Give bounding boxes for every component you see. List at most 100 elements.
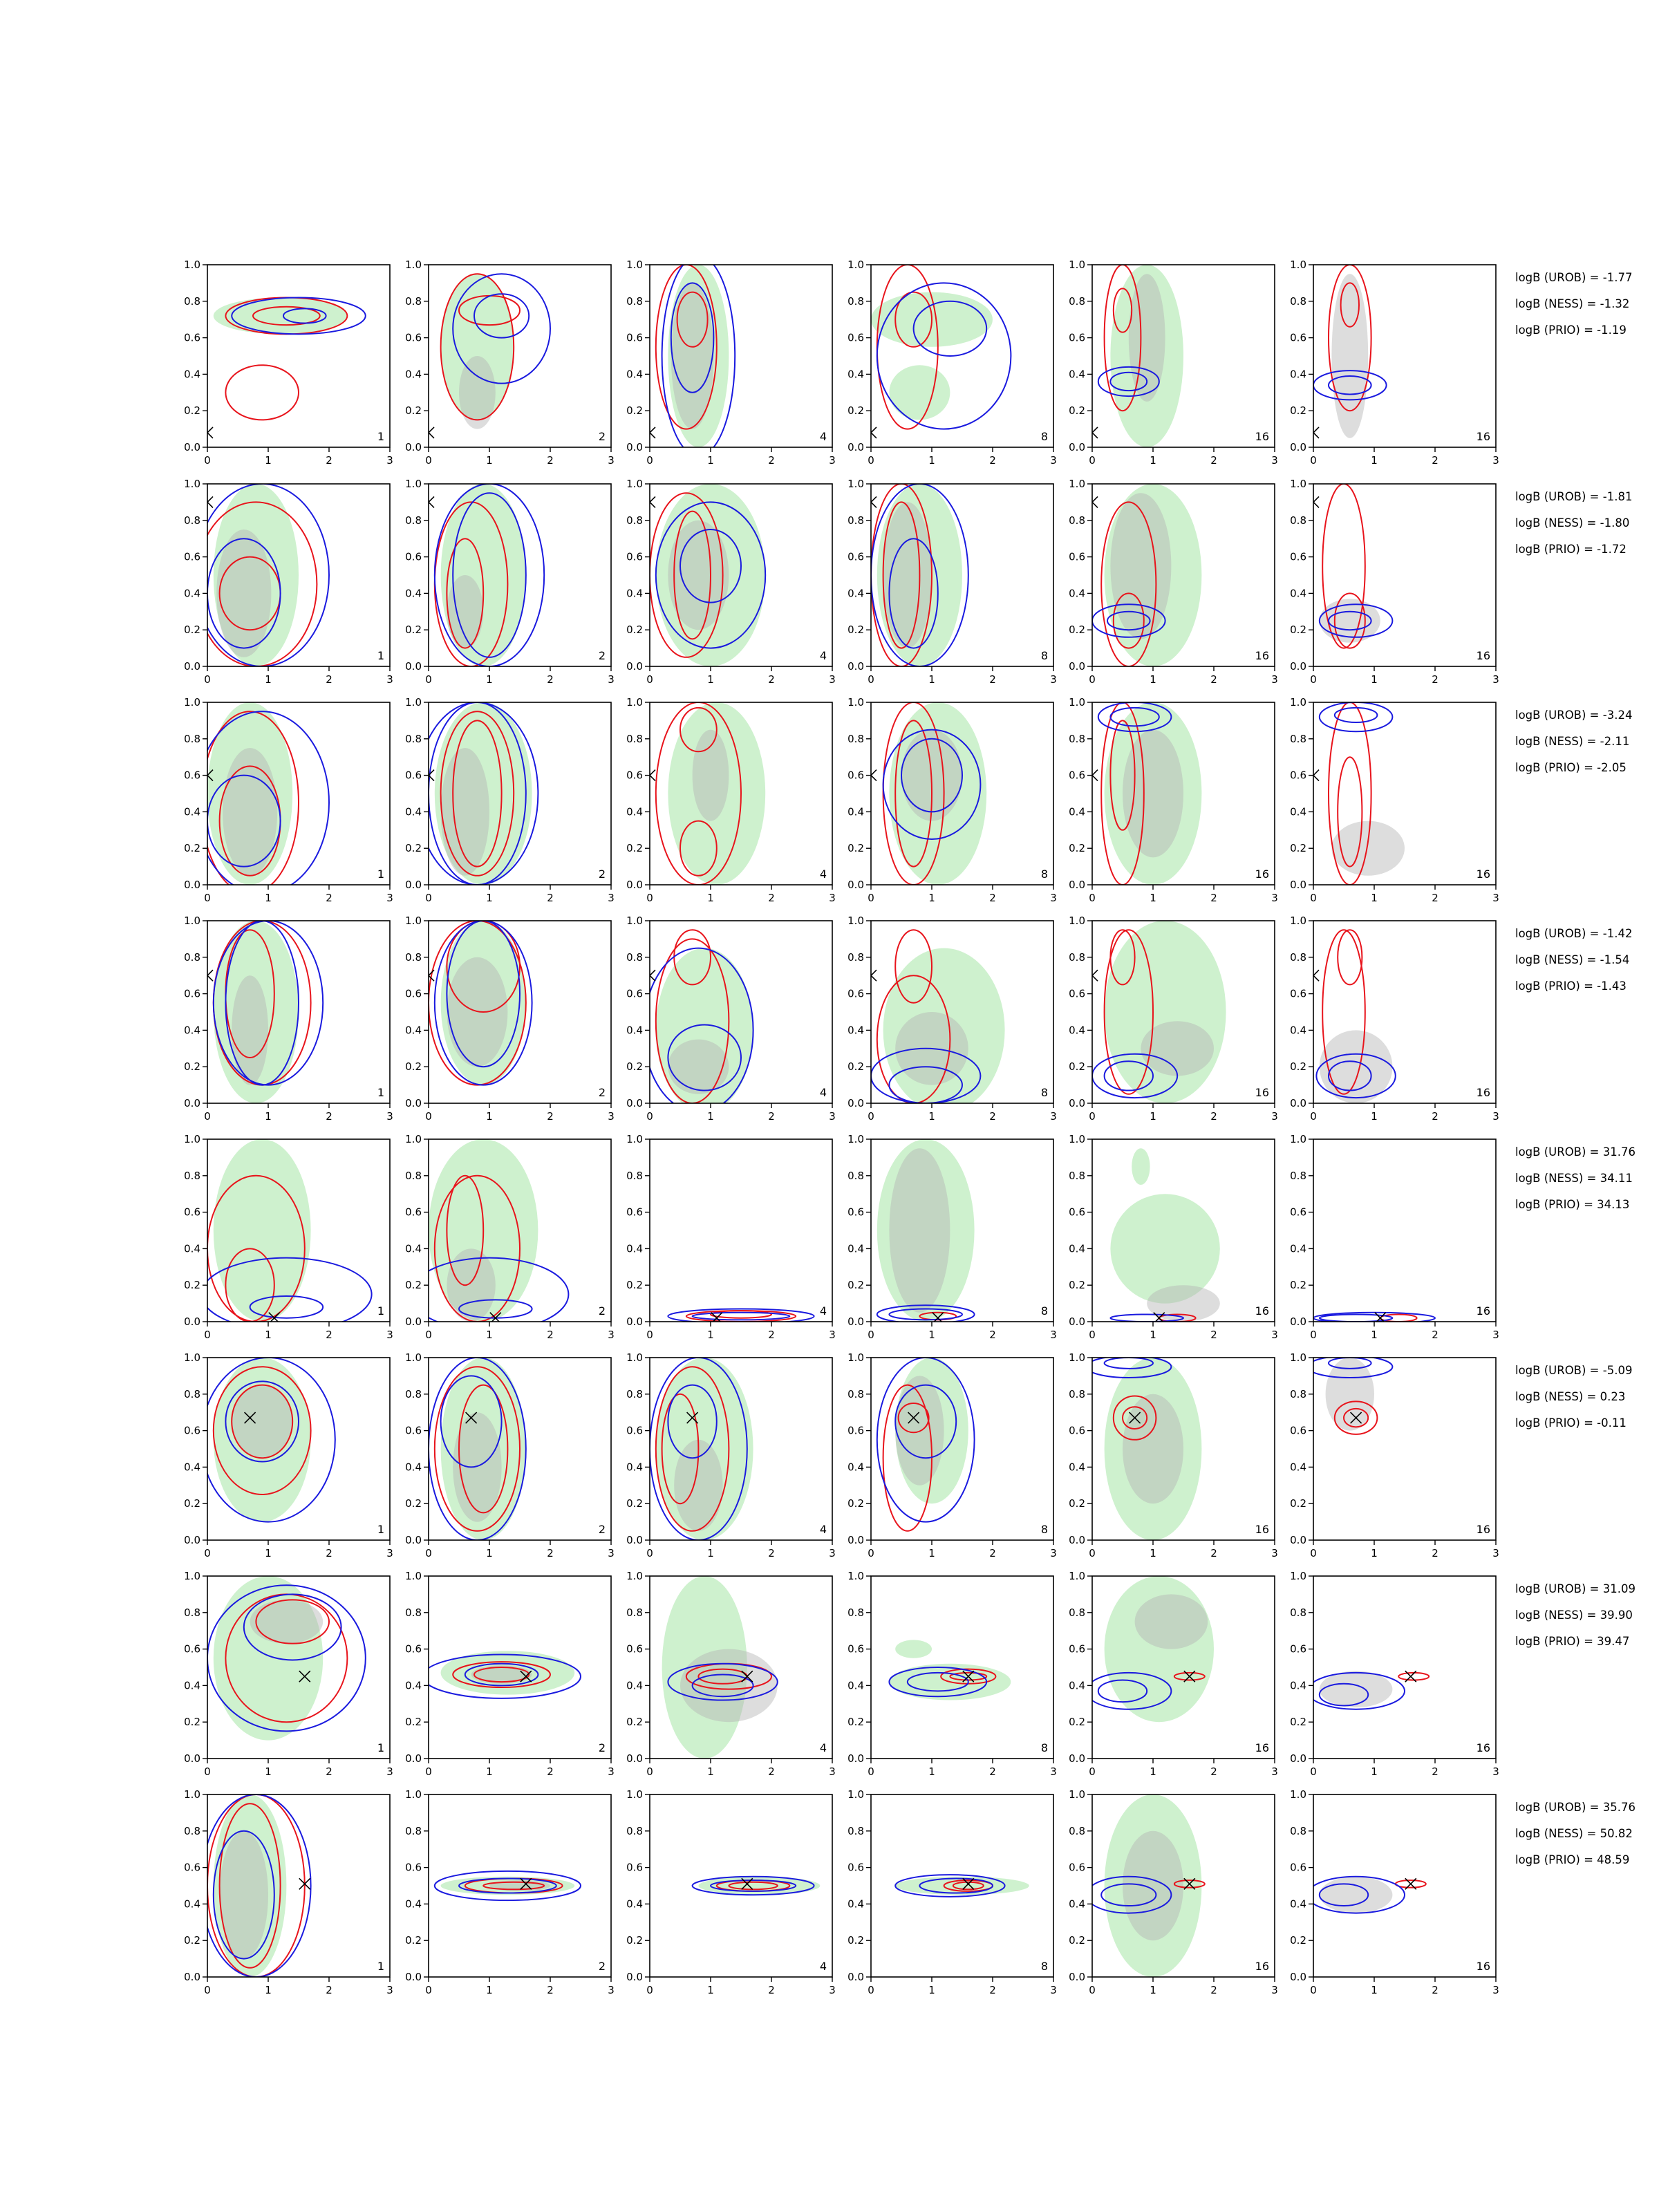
y-tick-label: 1.0 [847, 478, 864, 490]
y-tick-label: 0.0 [184, 879, 200, 891]
y-tick-label: 0.6 [626, 1425, 643, 1437]
blue-contour [876, 282, 1012, 430]
blue-contour [464, 1662, 539, 1687]
y-tick-label: 0.6 [1069, 1643, 1085, 1656]
blue-contour [225, 1380, 300, 1463]
panel-r7-c4: 0 1 2 3 0.0 0.2 0.4 0.6 0.8 1.0 8 [847, 1570, 1057, 1778]
panel-frame [207, 1357, 391, 1541]
y-tick-label: 0.0 [405, 660, 422, 673]
blue-contour [876, 1304, 975, 1322]
x-tick-label: 0 [868, 454, 874, 467]
y-tick-label: 0.8 [184, 1606, 200, 1619]
logb-text: logB (NESS) = 50.82 [1515, 1827, 1633, 1840]
y-tick-label: 0.0 [626, 441, 643, 453]
blue-contour [871, 484, 969, 666]
y-tick-label: 0.0 [847, 879, 864, 891]
truth-marker [741, 1670, 753, 1683]
y-tick-label: 0.6 [1069, 551, 1085, 563]
panel-corner-label: 1 [377, 1523, 384, 1536]
panel-frame [1091, 264, 1275, 448]
panel-frame [649, 1357, 833, 1541]
red-contour [452, 720, 503, 868]
x-tick-label: 3 [1271, 673, 1278, 686]
red-contour [1333, 1400, 1378, 1435]
blue-contour [1313, 1311, 1436, 1322]
x-tick-label: 0 [204, 454, 211, 467]
truth-marker [932, 1312, 944, 1322]
x-tick-label: 0 [1089, 1984, 1096, 1996]
red-contour [679, 706, 718, 753]
red-contour [1328, 265, 1372, 412]
x-tick-label: 1 [1150, 454, 1156, 467]
panel-corner-label: 1 [377, 1304, 384, 1318]
y-tick-label: 0.8 [1069, 951, 1085, 964]
y-tick-label: 0.4 [405, 805, 422, 818]
y-tick-label: 0.8 [847, 1825, 864, 1837]
y-tick-label: 0.8 [847, 733, 864, 745]
blue-contour [1313, 370, 1387, 401]
x-tick-label: 3 [1050, 1765, 1057, 1778]
y-tick-label: 1.0 [405, 259, 422, 271]
x-tick-label: 3 [1492, 1110, 1499, 1123]
y-tick-label: 1.0 [626, 915, 643, 927]
x-tick-label: 0 [425, 1547, 432, 1559]
x-tick-label: 2 [989, 892, 996, 904]
red-contour [207, 711, 299, 885]
y-tick-label: 0.6 [1290, 769, 1306, 782]
green-contour [1110, 1194, 1220, 1304]
y-tick-label: 0.4 [626, 368, 643, 380]
red-contour [446, 1174, 485, 1286]
y-tick-label: 1.0 [405, 1133, 422, 1145]
x-tick-label: 0 [1310, 1110, 1317, 1123]
blue-contour [1328, 1358, 1372, 1369]
x-tick-label: 0 [1310, 1547, 1317, 1559]
x-tick-label: 0 [1089, 673, 1096, 686]
red-contour [1333, 592, 1366, 649]
green-contour [213, 1576, 324, 1741]
blue-contour [1313, 1358, 1394, 1379]
red-contour [728, 1881, 778, 1891]
panel-corner-label: 8 [1041, 649, 1048, 662]
red-contour [1337, 929, 1363, 986]
y-tick-label: 0.0 [184, 1752, 200, 1765]
x-tick-label: 3 [1271, 454, 1278, 467]
truth-marker [871, 969, 877, 982]
blue-contour [1318, 1683, 1369, 1707]
y-tick-label: 1.0 [847, 1570, 864, 1582]
red-contour [1322, 484, 1366, 649]
y-tick-label: 0.6 [184, 1643, 200, 1656]
red-contour [1100, 501, 1157, 666]
y-tick-label: 1.0 [184, 259, 200, 271]
x-tick-label: 3 [1271, 1984, 1278, 1996]
y-tick-label: 0.2 [184, 842, 200, 854]
panel-frame [1313, 1357, 1497, 1541]
y-tick-label: 0.0 [1069, 879, 1085, 891]
x-tick-label: 0 [1089, 892, 1096, 904]
blue-contour [1097, 702, 1172, 733]
panel-frame [1091, 1138, 1275, 1322]
x-tick-label: 3 [829, 1329, 836, 1341]
grey-contour [671, 283, 714, 429]
y-tick-label: 1.0 [405, 1351, 422, 1364]
y-tick-label: 0.0 [1290, 1534, 1306, 1546]
y-tick-label: 0.6 [405, 1425, 422, 1437]
x-tick-label: 0 [425, 1110, 432, 1123]
y-tick-label: 0.6 [1290, 1206, 1306, 1219]
y-tick-label: 0.8 [626, 295, 643, 308]
x-tick-label: 3 [386, 892, 393, 904]
x-tick-label: 1 [486, 1765, 493, 1778]
y-tick-label: 0.8 [1290, 295, 1306, 308]
red-contour [1173, 1671, 1206, 1681]
panel-frame [649, 1575, 833, 1759]
blue-contour [667, 1384, 718, 1459]
y-tick-label: 0.0 [847, 1097, 864, 1109]
truth-marker [244, 1412, 256, 1424]
truth-marker [207, 769, 214, 782]
panel-frame [1313, 264, 1497, 448]
panel-r5-c1: 0 1 2 3 0.0 0.2 0.4 0.6 0.8 1.0 1 [184, 1133, 393, 1341]
x-tick-label: 0 [1089, 1765, 1096, 1778]
x-tick-label: 2 [547, 1329, 554, 1341]
panel-grid: 0 1 2 30.00.20.40.60.81.010 1 2 30.00.20.40.60… [184, 259, 1499, 1996]
red-contour [255, 1599, 330, 1644]
x-tick-label: 2 [326, 892, 332, 904]
